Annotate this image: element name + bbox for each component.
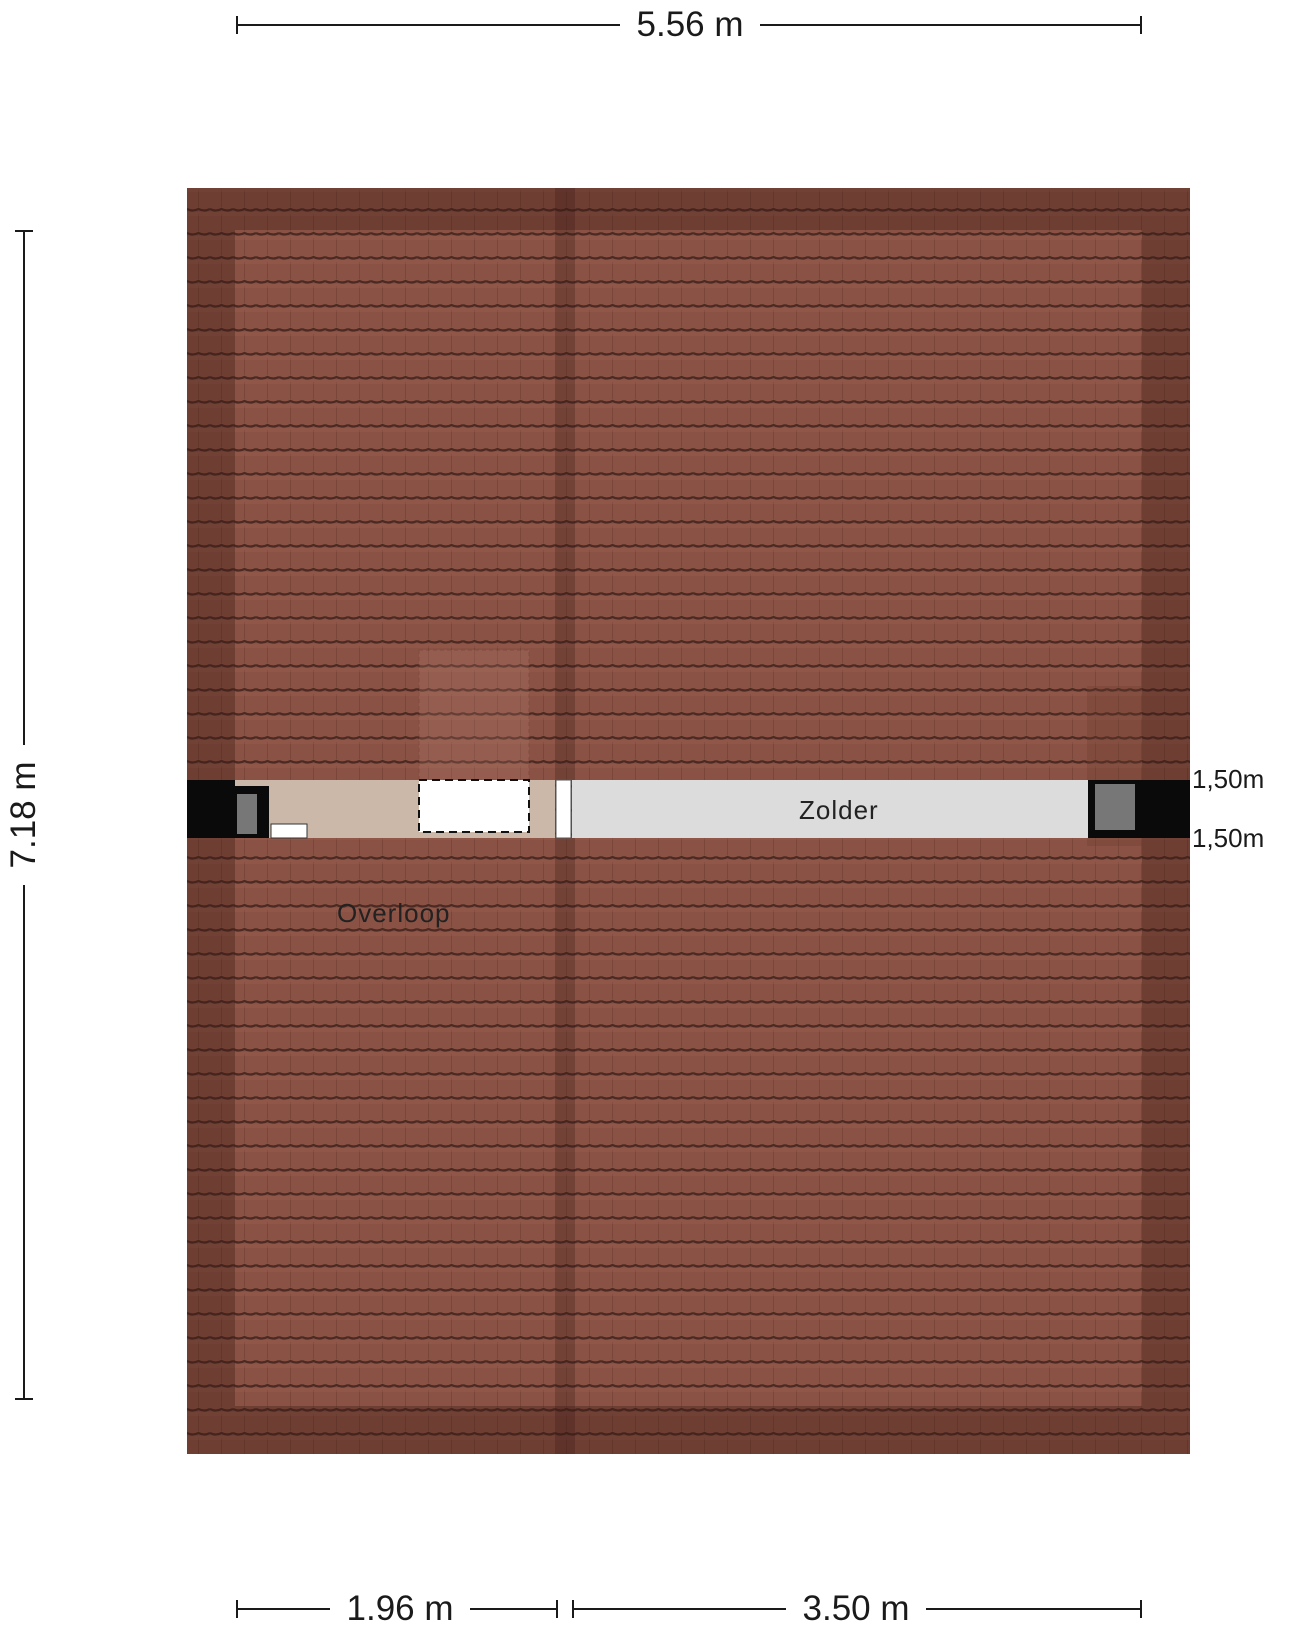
right-wall-grey (1095, 784, 1135, 830)
bottom-right-dimension-label: 3.50 m (786, 1589, 926, 1629)
left-dimension-tick-bottom (15, 1398, 33, 1400)
door-opening (555, 779, 572, 839)
bottom-right-dimension-tick-left (572, 1600, 574, 1618)
top-dimension-tick-right (1140, 16, 1142, 34)
attic-floor (572, 780, 1092, 838)
bottom-left-dimension-tick-left (236, 1600, 238, 1618)
top-dimension-label: 5.56 m (620, 5, 760, 45)
height-label-upper: 1,50m (1192, 764, 1265, 794)
left-window (270, 823, 308, 839)
room-label-attic: Zolder (799, 795, 879, 825)
roof-border-bottom (187, 1406, 1190, 1454)
roof-border-top (187, 188, 1190, 230)
left-dimension-tick-top (15, 230, 33, 232)
bottom-left-dimension-tick-right (556, 1600, 558, 1618)
roof-floorplan: Zolder Overloop (187, 188, 1190, 1454)
room-label-landing: Overloop (337, 898, 451, 928)
bottom-left-dimension-label: 1.96 m (330, 1589, 470, 1629)
hatch-outline (418, 649, 530, 781)
left-dimension-label: 7.18 m (4, 745, 44, 885)
stair-opening-outline (418, 779, 530, 833)
right-wall (1142, 780, 1190, 838)
left-wall (187, 780, 235, 838)
bottom-right-dimension-tick-right (1140, 1600, 1142, 1618)
height-label-lower: 1,50m (1192, 823, 1265, 853)
top-dimension-tick-left (236, 16, 238, 34)
left-wall-grey (237, 794, 257, 834)
stair-opening (419, 780, 529, 832)
